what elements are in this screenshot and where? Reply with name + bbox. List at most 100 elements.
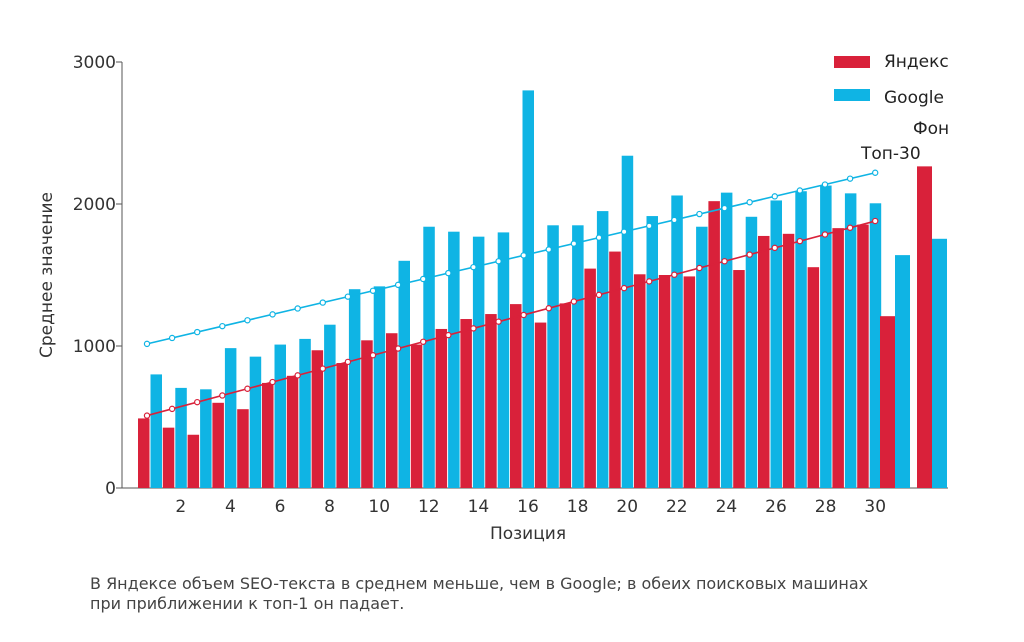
- trend-point-google: [771, 193, 778, 200]
- x-tick-label: 16: [517, 497, 539, 517]
- bar-yandex: [286, 375, 299, 488]
- trend-point-yandex: [846, 224, 854, 231]
- trend-point-yandex: [721, 258, 728, 265]
- trend-point-google: [319, 299, 326, 306]
- trend-point-yandex: [671, 271, 678, 278]
- bar-yandex: [857, 224, 869, 488]
- bar-yandex: [658, 275, 671, 488]
- bar-background-yandex-extra: [917, 166, 932, 488]
- x-tick-label: 24: [716, 497, 738, 517]
- trend-point-google: [520, 252, 527, 259]
- legend: Яндекс Google: [834, 52, 949, 108]
- bar-google: [572, 225, 584, 489]
- trend-point-yandex: [219, 392, 226, 399]
- y-tick-label: 0: [105, 479, 116, 499]
- trend-point-google: [696, 210, 703, 218]
- trend-point-google: [420, 275, 427, 283]
- trendlines-layer: [143, 169, 879, 419]
- x-tick-label: 26: [765, 497, 787, 517]
- bar-google: [150, 374, 162, 488]
- trend-point-google: [545, 246, 552, 253]
- trend-point-yandex: [595, 291, 603, 299]
- trend-point-yandex: [696, 264, 703, 272]
- bar-google: [274, 344, 286, 488]
- trend-point-yandex: [369, 352, 377, 359]
- x-axis-title: Позиция: [490, 524, 566, 544]
- trend-point-yandex: [746, 251, 753, 258]
- bar-google: [770, 200, 782, 488]
- bar-google: [621, 155, 634, 488]
- bar-yandex: [212, 402, 224, 488]
- y-axis-title: Среднее значение: [37, 192, 57, 358]
- trend-point-yandex: [294, 372, 301, 379]
- trend-point-google: [846, 175, 854, 182]
- trend-point-yandex: [646, 278, 653, 285]
- bar-yandex: [733, 270, 745, 488]
- trend-point-yandex: [319, 365, 326, 372]
- bar-background-google: [895, 255, 910, 488]
- bar-google: [324, 324, 336, 488]
- bar-yandex: [485, 314, 497, 488]
- bar-yandex: [237, 409, 249, 488]
- trend-point-google: [369, 287, 377, 294]
- bar-google: [671, 195, 683, 489]
- bar-yandex: [609, 251, 621, 488]
- bar-google: [497, 232, 510, 488]
- x-tick-label: 4: [225, 497, 236, 517]
- bar-yandex: [138, 418, 150, 488]
- bar-google: [249, 356, 262, 488]
- bar-yandex: [386, 333, 398, 488]
- trend-point-google: [495, 258, 502, 265]
- x-tick-label: 28: [815, 497, 837, 517]
- x-tick-label: 18: [567, 497, 589, 517]
- trend-point-yandex: [495, 318, 502, 325]
- trend-point-yandex: [570, 298, 578, 305]
- bar-google: [596, 211, 609, 488]
- bar-google: [844, 193, 857, 488]
- trend-point-yandex: [394, 345, 402, 352]
- trend-point-yandex: [872, 217, 879, 225]
- x-tick-label: 12: [418, 497, 440, 517]
- legend-label-yandex: Яндекс: [884, 52, 949, 72]
- trend-point-yandex: [420, 338, 427, 345]
- bar-yandex: [262, 382, 274, 488]
- trend-point-google: [721, 204, 728, 212]
- bar-yandex: [361, 340, 373, 488]
- bar-google: [448, 231, 460, 488]
- trend-point-google: [194, 328, 201, 336]
- bar-google: [472, 236, 485, 488]
- x-tick-label: 20: [616, 497, 638, 517]
- bar-yandex: [336, 363, 348, 488]
- x-tick-label: 22: [666, 497, 688, 517]
- trend-point-google: [344, 293, 352, 300]
- x-tick-label: 2: [175, 497, 186, 517]
- y-tick-label: 3000: [73, 53, 116, 73]
- x-tick-label: 10: [368, 497, 390, 517]
- bar-google: [720, 192, 733, 488]
- bar-google: [175, 387, 187, 488]
- trend-point-yandex: [470, 325, 477, 332]
- trend-point-google: [796, 187, 804, 194]
- bar-background-google-extra: [932, 238, 947, 488]
- bar-yandex: [460, 319, 472, 488]
- legend-swatch-google: [834, 89, 870, 101]
- bars-layer: [138, 90, 947, 489]
- bar-yandex: [162, 427, 175, 488]
- trend-point-google: [671, 216, 678, 224]
- trend-point-yandex: [194, 398, 201, 406]
- y-tick-label: 2000: [73, 195, 116, 215]
- trend-point-google: [746, 199, 753, 206]
- trend-point-google: [646, 222, 653, 230]
- bar-google: [423, 226, 435, 488]
- trend-point-yandex: [445, 331, 452, 339]
- trend-point-yandex: [545, 305, 552, 312]
- bar-yandex: [187, 434, 200, 488]
- bar-google: [299, 338, 311, 488]
- bar-google: [224, 348, 237, 488]
- trend-point-yandex: [520, 311, 527, 319]
- trend-point-yandex: [821, 231, 829, 238]
- caption-line-1: В Яндексе объем SEO-текста в среднем мен…: [90, 574, 869, 593]
- trend-point-google: [620, 228, 628, 235]
- bar-yandex: [832, 228, 844, 488]
- bar-google: [795, 191, 807, 488]
